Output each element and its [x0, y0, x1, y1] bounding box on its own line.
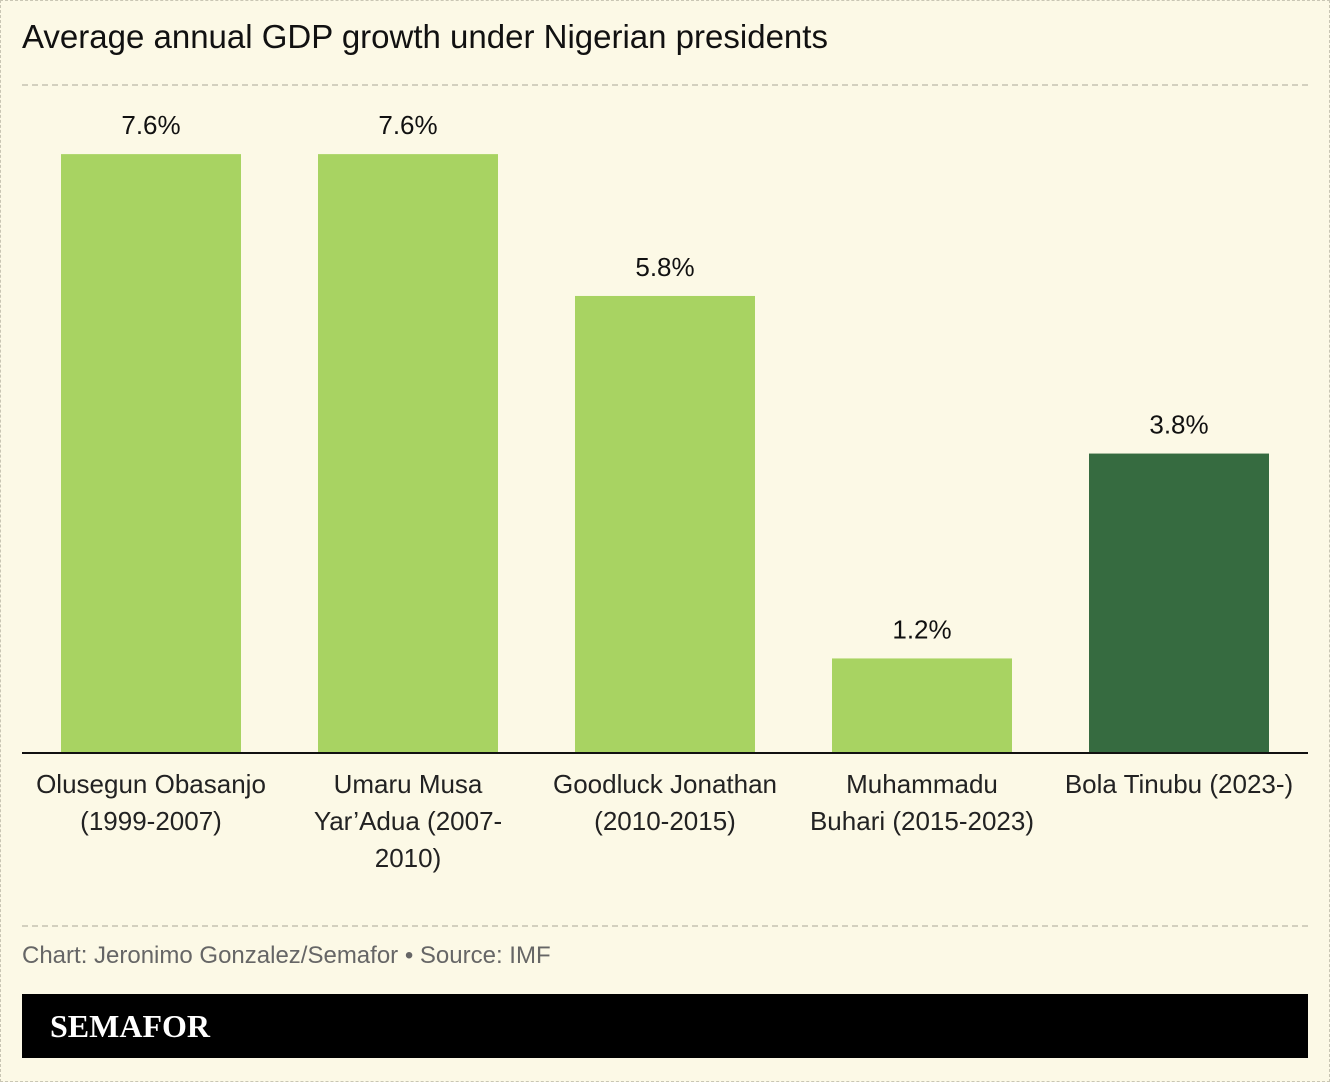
chart: 7.6% 7.6% 5.8% 1.2% 3.8% [22, 110, 1308, 754]
bar [832, 658, 1012, 753]
value-label: 1.2% [892, 614, 951, 644]
bar [575, 295, 755, 753]
value-label: 3.8% [1149, 410, 1208, 440]
source-note: Chart: Jeronimo Gonzalez/Semafor • Sourc… [22, 942, 551, 969]
divider [22, 84, 1308, 86]
value-label: 7.6% [378, 110, 437, 140]
x-tick-label: Goodluck Jonathan (2010-2015) [552, 769, 778, 836]
x-tick-label: Bola Tinubu (2023-) [1064, 769, 1294, 799]
x-tick-label: Muhammadu Buhari (2015-2023) [809, 769, 1035, 836]
bar [61, 154, 241, 753]
x-tick-label: Umaru Musa Yar’Adua (2007-2010) [313, 769, 503, 873]
value-label: 5.8% [635, 252, 694, 282]
chart-title: Average annual GDP growth under Nigerian… [22, 18, 828, 55]
value-label: 7.6% [121, 110, 180, 140]
footer-bar: SEMAFOR [22, 994, 1308, 1058]
bar [318, 154, 498, 753]
divider [22, 925, 1308, 927]
bar [1089, 453, 1269, 753]
x-tick-label: Olusegun Obasanjo (1999-2007) [36, 769, 266, 836]
logo: SEMAFOR [50, 1008, 210, 1044]
